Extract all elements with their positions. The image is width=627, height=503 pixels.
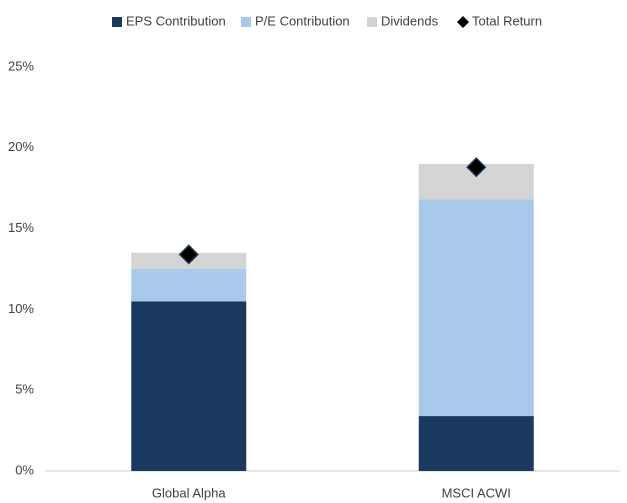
- bar-segment: [418, 416, 534, 471]
- legend-swatch: [457, 16, 469, 28]
- total-marker: [178, 244, 199, 265]
- legend-label: EPS Contribution: [126, 13, 226, 28]
- y-tick-label: 0%: [15, 462, 34, 477]
- legend-label: Dividends: [381, 13, 439, 28]
- x-tick-label: Global Alpha: [152, 485, 226, 500]
- y-tick-label: 10%: [8, 301, 34, 316]
- legend-label: P/E Contribution: [255, 13, 350, 28]
- legend-swatch: [112, 17, 122, 27]
- total-marker: [466, 157, 487, 178]
- y-tick-label: 20%: [8, 139, 34, 154]
- bar-segment: [418, 199, 534, 417]
- legend-swatch: [367, 17, 377, 27]
- bar-segment: [131, 301, 247, 471]
- y-tick-label: 25%: [8, 58, 34, 73]
- y-tick-label: 15%: [8, 220, 34, 235]
- bar-segment: [131, 269, 247, 302]
- legend-label: Total Return: [472, 13, 542, 28]
- legend-swatch: [241, 17, 251, 27]
- y-tick-label: 5%: [15, 382, 34, 397]
- x-tick-label: MSCI ACWI: [442, 485, 511, 500]
